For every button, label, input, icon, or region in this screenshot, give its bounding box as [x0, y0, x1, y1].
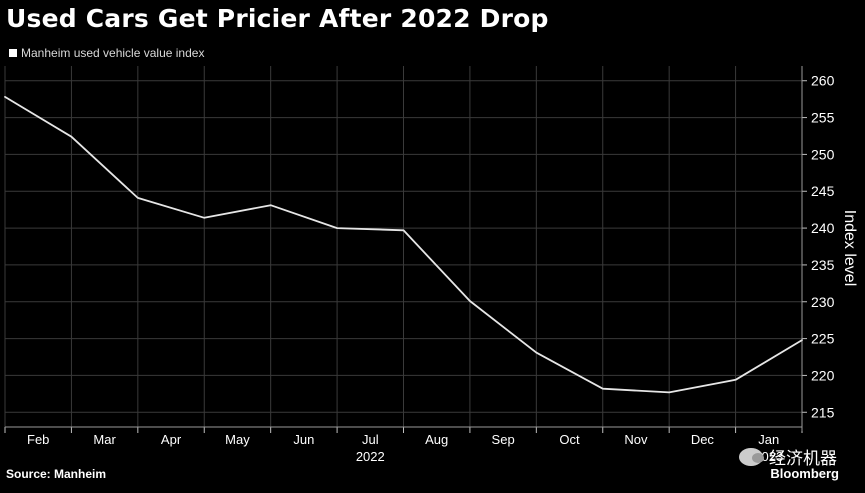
x-tick-label: Dec: [691, 432, 715, 447]
wechat-icon: [739, 447, 764, 466]
source-note: Source: Manheim: [6, 467, 107, 481]
x-tick-label: Sep: [492, 432, 515, 447]
y-tick-label: 225: [811, 331, 835, 347]
y-tick-label: 250: [811, 146, 835, 162]
x-tick-label: Mar: [93, 432, 116, 447]
x-tick-label: Nov: [624, 432, 648, 447]
x-axis-ticks: Feb Mar Apr May Jun Jul Aug Sep Oct Nov Dec Jan 2022…: [4, 426, 803, 464]
legend-swatch: [9, 49, 17, 57]
y-tick-label: 255: [811, 110, 835, 126]
y-axis-label: Index level: [841, 210, 858, 287]
watermark: 经济机器: [739, 444, 837, 469]
y-tick-label: 215: [811, 404, 835, 420]
legend: Manheim used vehicle value index: [9, 46, 204, 60]
y-tick-label: 245: [811, 183, 835, 199]
x-year-label: 2022: [356, 449, 385, 464]
x-tick-label: Apr: [161, 432, 182, 447]
grid-lines: [4, 66, 803, 427]
y-tick-label: 240: [811, 220, 835, 236]
x-tick-label: Feb: [27, 432, 49, 447]
y-tick-label: 230: [811, 294, 835, 310]
series-line: [4, 96, 803, 394]
chart-title: Used Cars Get Pricier After 2022 Drop: [6, 4, 549, 33]
brand-logo: Bloomberg: [770, 466, 839, 481]
x-tick-label: Jun: [293, 432, 314, 447]
y-tick-label: 220: [811, 367, 835, 383]
y-axis-ticks: 215 220 225 230 235 240 245 250 255 260: [801, 66, 835, 431]
x-tick-label: Jul: [362, 432, 379, 447]
x-tick-label: Jan: [758, 432, 779, 447]
x-tick-label: Oct: [559, 432, 580, 447]
y-tick-label: 235: [811, 257, 835, 273]
y-tick-label: 260: [811, 73, 835, 89]
x-tick-label: May: [225, 432, 250, 447]
x-tick-label: Aug: [425, 432, 448, 447]
watermark-text: 经济机器: [769, 449, 837, 468]
series-group: [4, 96, 803, 394]
legend-label: Manheim used vehicle value index: [21, 46, 205, 60]
